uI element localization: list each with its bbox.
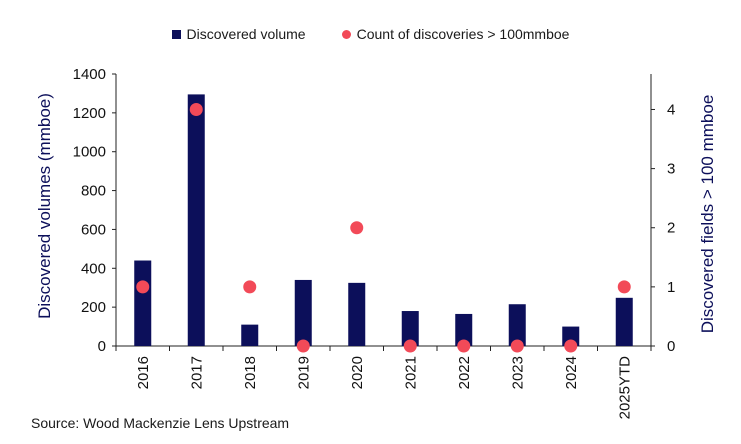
legend-item-count: Count of discoveries > 100mmboe bbox=[341, 26, 570, 42]
data-point bbox=[136, 280, 150, 294]
data-point bbox=[457, 339, 471, 353]
bar bbox=[615, 297, 633, 346]
y-tick-label: 1000 bbox=[73, 144, 106, 161]
data-point bbox=[243, 280, 257, 294]
y2-tick-label: 4 bbox=[667, 101, 675, 118]
bar bbox=[187, 94, 205, 347]
x-tick-label: 2020 bbox=[349, 356, 366, 389]
x-tick-label: 2025YTD bbox=[616, 356, 633, 420]
x-tick-label: 2022 bbox=[456, 356, 473, 389]
bar bbox=[401, 311, 419, 346]
y-tick-label: 200 bbox=[81, 299, 106, 316]
bar bbox=[134, 260, 152, 346]
bar bbox=[348, 282, 366, 346]
y-tick-label: 1400 bbox=[73, 66, 106, 83]
y-tick-label: 400 bbox=[81, 260, 106, 277]
legend: Discovered volume Count of discoveries >… bbox=[0, 26, 741, 42]
data-point bbox=[510, 339, 524, 353]
y-tick-label: 600 bbox=[81, 221, 106, 238]
x-tick-label: 2017 bbox=[188, 356, 205, 389]
legend-label-count: Count of discoveries > 100mmboe bbox=[356, 26, 570, 42]
x-tick-label: 2024 bbox=[563, 356, 580, 389]
legend-bar-swatch bbox=[171, 29, 181, 39]
y2-tick-label: 0 bbox=[667, 338, 675, 355]
bar bbox=[241, 324, 259, 346]
x-tick-label: 2019 bbox=[295, 356, 312, 389]
y-tick-label: 1200 bbox=[73, 105, 106, 122]
data-point bbox=[564, 339, 578, 353]
bar bbox=[508, 304, 526, 346]
data-point bbox=[617, 280, 631, 294]
legend-dot-swatch bbox=[341, 29, 351, 39]
x-tick-label: 2018 bbox=[242, 356, 259, 389]
y2-axis-label: Discovered fields > 100 mmboe bbox=[698, 95, 717, 334]
data-point bbox=[296, 339, 310, 353]
data-point bbox=[189, 102, 203, 116]
bar bbox=[455, 313, 473, 346]
x-tick-label: 2021 bbox=[402, 356, 419, 389]
y-tick-label: 0 bbox=[98, 338, 106, 355]
source-note: Source: Wood Mackenzie Lens Upstream bbox=[31, 415, 290, 431]
bar bbox=[294, 279, 312, 346]
x-tick-label: 2016 bbox=[135, 356, 152, 389]
y-axis-label: Discovered volumes (mmboe) bbox=[35, 93, 54, 319]
y2-tick-label: 1 bbox=[667, 279, 675, 296]
legend-label-volume: Discovered volume bbox=[186, 26, 306, 42]
data-point bbox=[350, 221, 364, 235]
y2-tick-label: 3 bbox=[667, 161, 675, 178]
x-tick-label: 2023 bbox=[509, 356, 526, 389]
data-point bbox=[403, 339, 417, 353]
y-tick-label: 800 bbox=[81, 183, 106, 200]
y2-tick-label: 2 bbox=[667, 220, 675, 237]
legend-item-volume: Discovered volume bbox=[171, 26, 306, 42]
